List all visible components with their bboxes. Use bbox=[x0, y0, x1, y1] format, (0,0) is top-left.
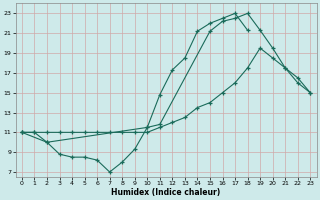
X-axis label: Humidex (Indice chaleur): Humidex (Indice chaleur) bbox=[111, 188, 221, 197]
